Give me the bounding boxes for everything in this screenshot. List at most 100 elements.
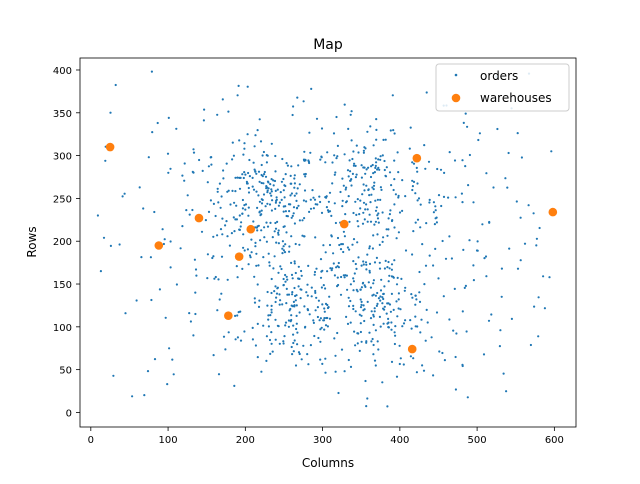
- order-point: [275, 196, 278, 199]
- order-point: [293, 186, 296, 189]
- order-point: [348, 220, 351, 223]
- chart-title: Map: [313, 37, 343, 53]
- order-point: [247, 206, 250, 209]
- order-point: [238, 214, 241, 217]
- order-point: [537, 296, 540, 299]
- order-point: [210, 156, 213, 159]
- order-point: [368, 262, 372, 265]
- order-point: [216, 234, 219, 237]
- order-point: [364, 285, 367, 288]
- order-point: [322, 284, 325, 287]
- order-point: [274, 207, 277, 210]
- order-point: [379, 325, 382, 328]
- order-point: [298, 352, 301, 356]
- order-point: [373, 223, 376, 226]
- order-point: [273, 230, 276, 233]
- order-point: [350, 178, 353, 181]
- order-point: [328, 295, 331, 298]
- order-point: [297, 277, 300, 280]
- order-point: [253, 168, 256, 171]
- order-point: [359, 330, 362, 334]
- order-point: [398, 344, 401, 347]
- order-point: [415, 166, 418, 169]
- order-point: [371, 186, 374, 189]
- order-point: [263, 226, 266, 229]
- order-point: [168, 347, 171, 350]
- order-point: [263, 173, 266, 176]
- order-point: [291, 293, 294, 296]
- order-point: [221, 98, 224, 101]
- order-point: [217, 373, 221, 376]
- order-point: [428, 198, 431, 201]
- order-point: [262, 256, 265, 259]
- order-point: [275, 198, 278, 201]
- x-tick-label: 0: [88, 435, 94, 446]
- order-point: [270, 308, 273, 311]
- order-point: [352, 280, 355, 283]
- order-point: [368, 269, 371, 272]
- order-point: [323, 307, 326, 310]
- order-point: [302, 199, 305, 202]
- order-point: [308, 210, 311, 213]
- order-point: [194, 291, 197, 294]
- order-point: [376, 168, 379, 171]
- order-point: [424, 264, 428, 267]
- order-point: [345, 186, 348, 189]
- order-point: [390, 292, 393, 295]
- order-point: [376, 233, 379, 236]
- order-point: [150, 298, 153, 302]
- order-point: [320, 211, 324, 214]
- order-point: [256, 322, 259, 325]
- order-point: [226, 278, 229, 281]
- order-point: [302, 158, 306, 161]
- order-point: [240, 221, 243, 224]
- order-point: [314, 291, 317, 294]
- order-point: [356, 198, 359, 201]
- order-point: [330, 214, 333, 217]
- order-point: [320, 127, 324, 130]
- order-point: [361, 222, 365, 225]
- order-point: [444, 257, 448, 260]
- order-point: [395, 300, 398, 303]
- order-point: [255, 252, 258, 255]
- order-point: [312, 319, 315, 322]
- order-point: [393, 159, 396, 162]
- order-point: [274, 300, 277, 304]
- order-point: [303, 173, 306, 176]
- order-point: [360, 300, 363, 303]
- x-tick-label: 300: [313, 435, 332, 446]
- order-point: [236, 276, 239, 279]
- order-point: [401, 209, 404, 212]
- order-point: [166, 152, 170, 155]
- order-point: [332, 262, 335, 265]
- order-point: [333, 154, 336, 157]
- order-point: [375, 118, 378, 121]
- order-point: [138, 186, 141, 189]
- order-point: [163, 238, 166, 241]
- order-point: [284, 173, 287, 176]
- order-point: [281, 303, 284, 306]
- order-point: [390, 360, 394, 363]
- order-point: [373, 359, 377, 362]
- order-point: [123, 192, 126, 195]
- order-point: [401, 179, 404, 182]
- order-point: [321, 362, 324, 365]
- order-point: [350, 110, 353, 113]
- order-point: [248, 254, 252, 257]
- order-point: [368, 331, 371, 334]
- order-point: [355, 288, 358, 291]
- order-point: [447, 196, 450, 199]
- order-point: [186, 194, 189, 197]
- order-point: [364, 379, 367, 383]
- order-point: [299, 288, 302, 291]
- order-point: [550, 150, 553, 153]
- order-point: [369, 286, 372, 289]
- order-point: [335, 115, 338, 119]
- order-point: [372, 279, 375, 282]
- order-point: [379, 186, 382, 189]
- order-point: [290, 192, 293, 195]
- order-point: [389, 209, 392, 212]
- order-point: [262, 182, 265, 185]
- order-point: [282, 277, 285, 281]
- order-point: [372, 234, 375, 237]
